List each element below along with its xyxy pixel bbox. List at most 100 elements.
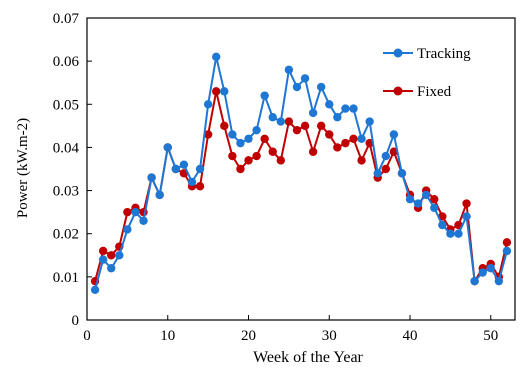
data-point-tracking — [308, 108, 318, 118]
data-point-tracking — [454, 229, 463, 238]
data-point-fixed — [244, 156, 253, 165]
data-point-tracking — [381, 151, 390, 161]
y-tick-label: 0.06 — [53, 54, 80, 70]
data-point-tracking — [98, 255, 108, 264]
data-point-fixed — [502, 238, 512, 247]
data-point-fixed — [98, 246, 108, 256]
data-point-tracking — [139, 216, 148, 225]
data-point-tracking — [446, 229, 455, 238]
data-point-fixed — [316, 121, 326, 131]
legend: Tracking Fixed — [383, 46, 471, 100]
plot-frame — [86, 17, 516, 321]
x-tick-label: 0 — [83, 328, 91, 344]
data-point-tracking — [397, 169, 407, 178]
data-point-tracking — [325, 100, 334, 109]
data-point-tracking — [187, 177, 197, 187]
data-point-fixed — [260, 134, 269, 143]
series-fixed — [90, 87, 512, 286]
data-point-tracking — [115, 251, 124, 260]
data-point-tracking — [292, 82, 302, 92]
axes-layer: 0 0.01 0.02 0.03 0.04 0.05 0.06 0.07 0 10 20 30 40 50 — [53, 11, 516, 344]
data-point-tracking — [438, 220, 447, 230]
data-point-tracking — [228, 130, 237, 139]
data-point-fixed — [252, 151, 261, 161]
y-tick-label: 0.03 — [53, 184, 79, 200]
data-point-fixed — [220, 121, 229, 131]
y-tick-label: 0.07 — [53, 11, 80, 27]
data-point-tracking — [300, 74, 310, 83]
data-point-tracking — [462, 212, 471, 221]
data-point-tracking — [276, 117, 286, 126]
data-point-fixed — [430, 195, 439, 204]
data-point-tracking — [195, 164, 205, 174]
data-point-fixed — [284, 117, 294, 126]
data-point-tracking — [212, 52, 221, 62]
series-tracking — [90, 52, 512, 294]
data-point-tracking — [349, 104, 358, 113]
data-point-tracking — [268, 113, 277, 122]
data-point-tracking — [90, 285, 100, 294]
data-point-tracking — [333, 113, 342, 122]
y-tick-label: 0 — [72, 313, 80, 329]
data-point-tracking — [413, 199, 423, 208]
data-point-tracking — [430, 203, 439, 213]
data-point-fixed — [357, 156, 366, 165]
data-point-fixed — [325, 130, 334, 139]
data-point-fixed — [341, 138, 350, 148]
data-point-tracking — [220, 87, 229, 96]
data-point-tracking — [373, 169, 382, 178]
data-point-fixed — [212, 87, 221, 96]
data-point-fixed — [203, 130, 213, 139]
data-point-tracking — [478, 268, 487, 277]
data-point-fixed — [195, 182, 205, 191]
series-line-tracking — [94, 55, 508, 291]
data-point-tracking — [470, 276, 479, 286]
data-point-fixed — [107, 251, 116, 260]
legend-label-tracking: Tracking — [417, 46, 471, 62]
data-point-tracking — [357, 134, 366, 143]
y-tick-label: 0.02 — [53, 227, 79, 243]
data-point-tracking — [316, 82, 326, 92]
data-point-tracking — [341, 104, 350, 113]
data-point-fixed — [389, 147, 399, 156]
legend-label-fixed: Fixed — [417, 84, 452, 100]
data-point-tracking — [131, 207, 140, 217]
data-point-tracking — [405, 195, 415, 204]
data-point-tracking — [123, 225, 132, 234]
data-point-tracking — [171, 164, 181, 174]
data-point-tracking — [389, 130, 399, 139]
data-point-fixed — [349, 134, 358, 143]
data-point-tracking — [203, 100, 213, 109]
data-point-tracking — [163, 143, 172, 152]
legend-item-fixed: Fixed — [383, 84, 452, 100]
data-point-fixed — [276, 156, 286, 165]
data-point-fixed — [333, 143, 342, 152]
data-point-fixed — [236, 164, 245, 174]
y-axis-label: Power (kW.m-2) — [15, 118, 31, 218]
series-layer — [90, 52, 512, 294]
x-tick-label: 20 — [241, 328, 256, 344]
data-point-tracking — [252, 125, 261, 135]
data-point-tracking — [502, 246, 512, 256]
series-line-fixed — [94, 90, 508, 283]
data-point-fixed — [268, 147, 277, 156]
y-tick-label: 0.05 — [53, 97, 79, 113]
x-tick-label: 40 — [403, 328, 418, 344]
data-point-fixed — [381, 164, 390, 174]
data-point-fixed — [123, 207, 132, 217]
data-point-tracking — [179, 160, 189, 169]
data-point-tracking — [260, 91, 269, 100]
y-tick-label: 0.04 — [53, 140, 80, 156]
data-point-tracking — [421, 190, 431, 200]
data-point-fixed — [292, 125, 302, 135]
x-tick-label: 50 — [483, 328, 498, 344]
data-point-tracking — [486, 264, 495, 273]
data-point-fixed — [300, 121, 310, 131]
data-point-fixed — [228, 151, 237, 161]
data-point-tracking — [147, 173, 156, 182]
data-point-tracking — [494, 276, 504, 286]
data-point-tracking — [365, 117, 374, 126]
data-point-fixed — [308, 147, 318, 156]
